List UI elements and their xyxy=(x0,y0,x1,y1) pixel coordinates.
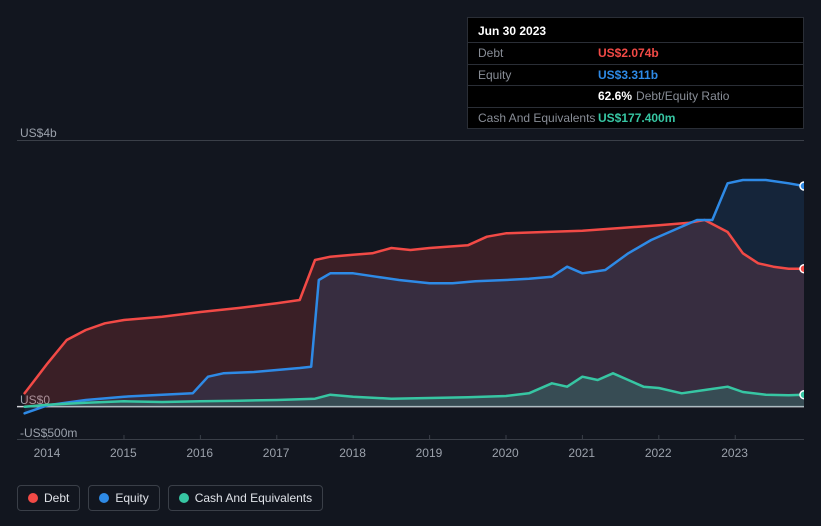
x-axis-tick-label: 2020 xyxy=(492,446,519,460)
x-axis-tick-label: 2022 xyxy=(645,446,672,460)
equity-end-marker xyxy=(800,182,804,190)
tooltip-row: 62.6% Debt/Equity Ratio xyxy=(468,85,803,106)
tooltip-row-value: US$2.074b xyxy=(598,46,659,60)
legend-item[interactable]: Cash And Equivalents xyxy=(168,485,323,511)
legend-item-label: Debt xyxy=(44,491,69,505)
tooltip-row-label xyxy=(478,89,598,103)
legend-dot-icon xyxy=(179,493,189,503)
tooltip-row-value: US$177.400m xyxy=(598,111,675,125)
chart-svg xyxy=(17,140,804,440)
legend: Debt Equity Cash And Equivalents xyxy=(17,485,323,511)
legend-item-label: Equity xyxy=(115,491,148,505)
tooltip-row-label: Equity xyxy=(478,68,598,82)
x-axis-tick-label: 2023 xyxy=(721,446,748,460)
x-axis-tick-label: 2017 xyxy=(263,446,290,460)
legend-dot-icon xyxy=(99,493,109,503)
x-axis-tick-label: 2018 xyxy=(339,446,366,460)
y-axis-tick-label: US$4b xyxy=(20,126,57,140)
tooltip-title: Jun 30 2023 xyxy=(468,18,803,42)
chart-root: { "tooltip": { "title": "Jun 30 2023", "… xyxy=(0,0,821,526)
legend-item[interactable]: Debt xyxy=(17,485,80,511)
legend-item-label: Cash And Equivalents xyxy=(195,491,312,505)
tooltip-row-value: US$3.311b xyxy=(598,68,658,82)
tooltip-row-label: Debt xyxy=(478,46,598,60)
x-axis-tick-label: 2015 xyxy=(110,446,137,460)
plot-area xyxy=(17,140,804,440)
legend-item[interactable]: Equity xyxy=(88,485,159,511)
cash-end-marker xyxy=(800,391,804,399)
tooltip-row: Cash And EquivalentsUS$177.400m xyxy=(468,107,803,128)
tooltip-box: Jun 30 2023 DebtUS$2.074bEquityUS$3.311b… xyxy=(467,17,804,129)
tooltip-row: DebtUS$2.074b xyxy=(468,42,803,63)
debt-end-marker xyxy=(800,265,804,273)
x-axis-tick-label: 2021 xyxy=(568,446,595,460)
tooltip-row-label: Cash And Equivalents xyxy=(478,111,598,125)
x-axis-tick-label: 2016 xyxy=(186,446,213,460)
x-axis-tick-label: 2014 xyxy=(34,446,61,460)
tooltip-row-suffix: Debt/Equity Ratio xyxy=(636,89,729,103)
x-axis-tick-label: 2019 xyxy=(416,446,443,460)
tooltip-row-value: 62.6% xyxy=(598,89,632,103)
legend-dot-icon xyxy=(28,493,38,503)
tooltip-row: EquityUS$3.311b xyxy=(468,64,803,85)
